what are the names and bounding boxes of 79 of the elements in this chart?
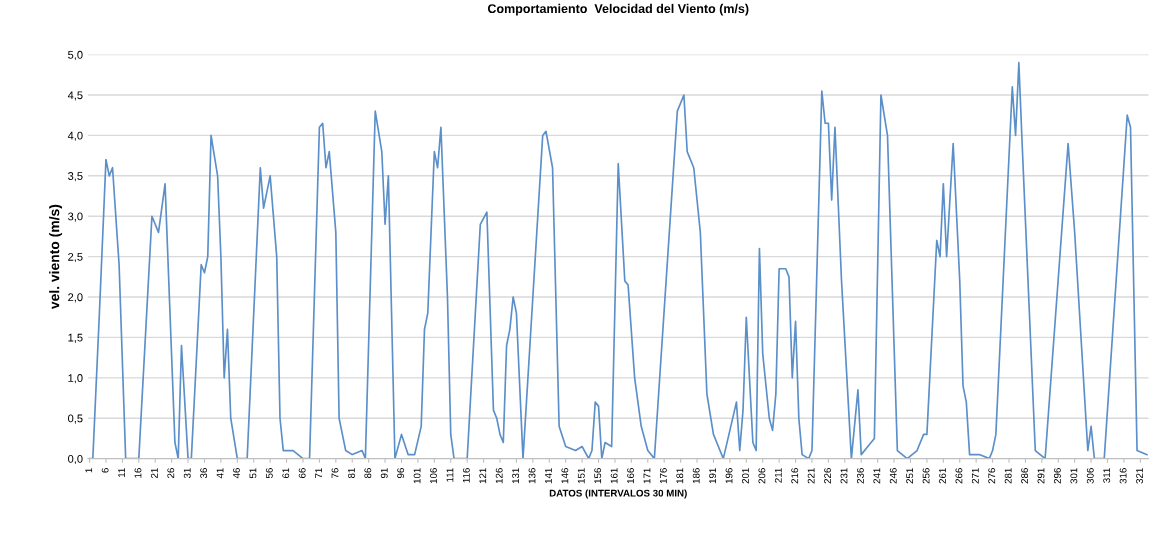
x-tick-label: 86 [364,468,372,479]
x-tick-label: 91 [380,468,388,479]
y-tick-label: 2,5 [68,252,83,263]
chart-title: Comportamiento Velocidad del Viento (m/s) [487,3,749,16]
x-tick-label: 171 [643,468,651,484]
x-tick-label: 146 [561,468,569,484]
y-axis-title: vel. viento (m/s) [49,204,63,310]
x-tick-label: 136 [528,468,536,484]
x-tick-label: 1 [85,468,93,473]
x-tick-label: 11 [118,468,125,478]
x-tick-label: 226 [824,468,831,484]
x-tick-label: 271 [971,468,979,484]
x-tick-label: 101 [413,468,421,484]
x-tick-label: 121 [479,468,487,484]
y-tick-label: 4,5 [67,91,83,101]
y-tick-label: 1,5 [68,333,83,343]
x-tick-label: 51 [249,468,257,479]
x-tick-label: 26 [167,468,175,478]
x-tick-label: 291 [1037,468,1045,484]
x-tick-label: 56 [265,468,273,479]
x-tick-label: 176 [659,468,667,484]
x-tick-label: 16 [134,468,142,478]
x-tick-label: 36 [200,468,208,479]
x-tick-label: 196 [725,468,733,484]
x-tick-label: 21 [150,468,158,478]
y-tick-label: 3,5 [68,172,83,182]
x-tick-label: 116 [462,468,470,483]
x-tick-label: 321 [1136,468,1143,484]
x-tick-label: 61 [282,468,290,478]
x-tick-label: 316 [1119,468,1127,484]
x-tick-label: 211 [774,468,782,483]
x-tick-label: 161 [610,468,618,484]
x-axis-title: DATOS (INTERVALOS 30 MIN) [549,489,687,499]
x-tick-label: 66 [298,468,306,478]
x-tick-label: 301 [1070,468,1078,484]
y-tick-label: 5,0 [68,50,83,61]
y-tick-label: 0,0 [68,454,83,465]
x-tick-label: 216 [791,468,799,484]
x-tick-label: 191 [709,468,717,484]
x-tick-label: 71 [315,468,322,478]
y-tick-label: 3,0 [68,212,83,222]
y-tick-label: 0,5 [68,414,83,424]
x-tick-label: 106 [430,468,437,484]
x-tick-label: 151 [577,468,585,484]
x-tick-label: 306 [1086,468,1094,484]
x-tick-label: 41 [216,468,224,479]
x-tick-label: 251 [906,468,914,484]
y-tick-label: 2,0 [68,293,83,303]
x-tick-label: 131 [512,468,520,484]
x-tick-label: 296 [1053,468,1061,484]
x-tick-label: 31 [183,468,191,479]
x-tick-label: 186 [692,468,700,484]
x-tick-label: 111 [446,468,454,482]
x-tick-label: 141 [545,468,552,484]
x-tick-label: 231 [840,468,848,484]
x-tick-label: 266 [955,468,963,484]
x-tick-label: 246 [889,468,897,484]
x-tick-label: 96 [397,468,405,479]
x-tick-label: 201 [742,468,749,484]
x-tick-label: 311 [1103,468,1111,483]
x-tick-label: 241 [873,468,881,484]
x-tick-label: 206 [758,468,766,484]
x-tick-label: 6 [101,468,109,473]
y-tick-label: 1,0 [68,374,83,384]
x-tick-label: 181 [676,468,684,484]
x-tick-label: 256 [922,468,930,484]
x-tick-label: 236 [856,468,864,484]
x-tick-label: 286 [1021,468,1029,484]
x-tick-label: 46 [233,468,240,479]
x-tick-label: 276 [988,468,996,484]
x-tick-label: 156 [594,468,602,484]
x-tick-label: 261 [939,468,946,484]
x-tick-label: 76 [331,468,339,478]
x-tick-label: 281 [1004,468,1012,484]
x-tick-label: 126 [495,468,503,484]
x-tick-label: 81 [347,468,355,479]
y-tick-label: 4,0 [67,131,83,141]
x-tick-label: 221 [807,468,815,484]
x-tick-label: 166 [627,468,634,484]
